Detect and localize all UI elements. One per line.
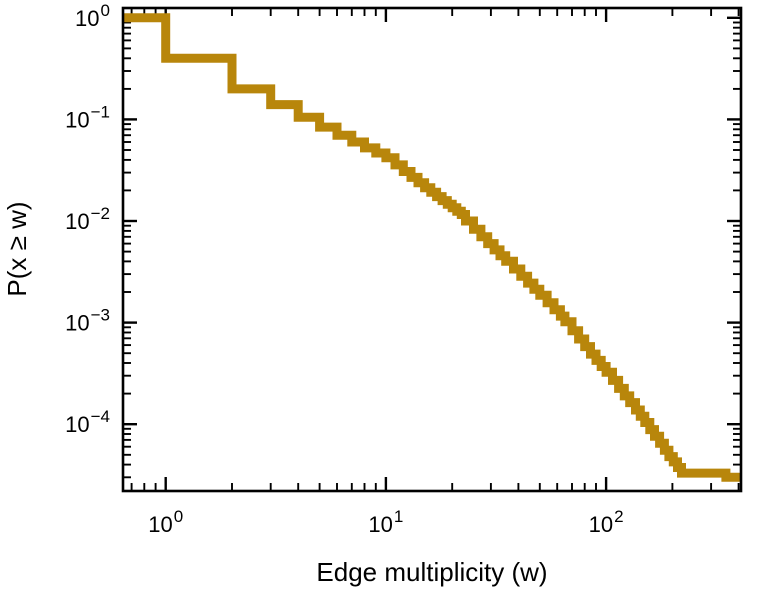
y-axis-label: P(x ≥ w)	[2, 201, 32, 296]
plot-frame	[121, 6, 743, 493]
ccdf-step-curve	[123, 13, 741, 482]
svg-text:101: 101	[368, 507, 403, 537]
svg-text:100: 100	[75, 1, 110, 31]
axis-ticks	[123, 8, 741, 491]
svg-text:10−4: 10−4	[65, 407, 110, 437]
svg-text:10−2: 10−2	[65, 204, 110, 234]
svg-text:100: 100	[148, 507, 183, 537]
y-tick-labels: 100 10−1 10−2 10−3 10−4	[65, 1, 110, 437]
svg-text:10−3: 10−3	[65, 306, 110, 336]
x-tick-labels: 100 101 102	[148, 507, 623, 537]
svg-text:102: 102	[589, 507, 624, 537]
x-axis-label: Edge multiplicity (w)	[316, 557, 547, 587]
svg-text:10−1: 10−1	[65, 102, 110, 132]
